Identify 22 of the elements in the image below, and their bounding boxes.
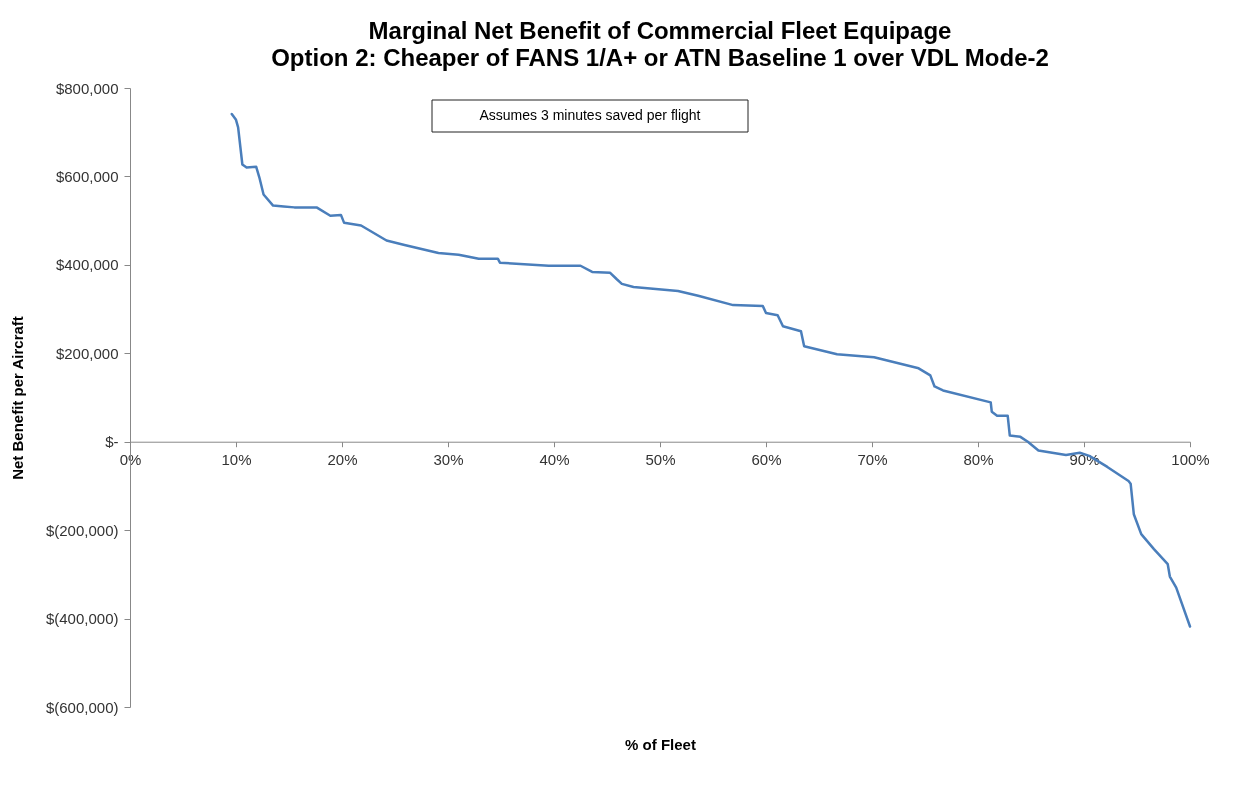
x-tick-label: 70% (857, 451, 888, 469)
x-tick-label: 30% (433, 451, 464, 469)
x-tick-label: 50% (645, 451, 676, 469)
y-axis-title: Net Benefit per Aircraft (8, 316, 26, 480)
y-tick-label: $600,000 (55, 167, 119, 185)
y-tick-label: $(600,000) (45, 698, 119, 716)
x-tick-label: 80% (963, 451, 994, 469)
y-tick-label: $(400,000) (45, 610, 119, 628)
y-tick-label: $200,000 (55, 344, 119, 362)
annotation: Assumes 3 minutes saved per flight (479, 107, 701, 123)
x-tick-label: 40% (539, 451, 570, 469)
y-tick-label: $800,000 (55, 79, 119, 97)
y-tick-label: $(200,000) (45, 521, 119, 539)
y-tick-label: $- (105, 433, 119, 451)
chart-subtitle: Option 2: Cheaper of FANS 1/A+ or ATN Baseline 1 over VDL Mode-2 (271, 44, 1049, 71)
x-tick-label: 20% (327, 451, 358, 469)
y-tick-label: $400,000 (55, 256, 119, 274)
chart-title: Marginal Net Benefit of Commercial Fleet Equipage (368, 17, 952, 44)
x-axis-title: % of Fleet (625, 735, 696, 753)
x-tick-label: 10% (221, 451, 252, 469)
x-tick-label: 100% (1171, 451, 1210, 469)
x-tick-label: 60% (751, 451, 782, 469)
